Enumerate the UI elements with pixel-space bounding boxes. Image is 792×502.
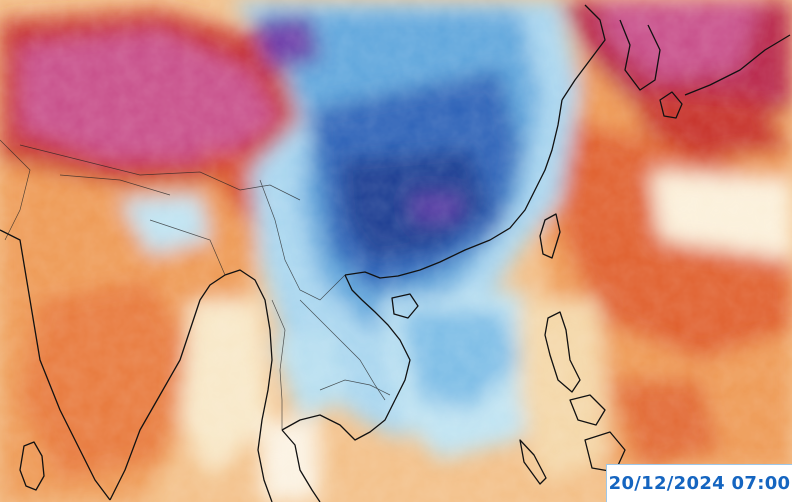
border-cambodia <box>319 379 391 396</box>
coast-hainan <box>391 293 419 319</box>
coast-visayas <box>569 394 606 426</box>
timestamp-panel: 20/12/2024 07:00 <box>606 464 792 502</box>
coast-india-east <box>109 274 226 501</box>
forecast-timestamp: 20/12/2024 07:00 <box>608 473 791 494</box>
coast-malay-peninsula <box>281 429 321 502</box>
coast-korea <box>619 19 661 91</box>
border-nepal <box>59 174 171 196</box>
border-laos <box>299 299 386 401</box>
border-pakistan <box>0 139 31 241</box>
border-himalaya <box>19 144 301 201</box>
coast-taiwan <box>539 213 561 259</box>
coast-east-china <box>561 4 606 101</box>
coastlines <box>0 4 791 502</box>
country-borders <box>0 139 391 430</box>
coast-south-china <box>344 99 563 279</box>
coast-vietnam <box>344 274 411 401</box>
coast-mindanao <box>584 431 626 473</box>
coast-japan-kyushu <box>659 91 683 119</box>
border-myanmar-thai <box>271 299 286 430</box>
coast-myanmar <box>224 269 273 502</box>
coast-japan-honshu <box>684 34 791 96</box>
coast-sri-lanka <box>19 441 45 491</box>
coast-india-west <box>0 229 111 501</box>
border-myanmar-china <box>259 179 346 301</box>
coast-gulf-thailand <box>281 399 396 441</box>
border-india-bangladesh <box>149 219 226 276</box>
coast-palawan <box>519 439 547 485</box>
coast-luzon <box>544 311 581 393</box>
